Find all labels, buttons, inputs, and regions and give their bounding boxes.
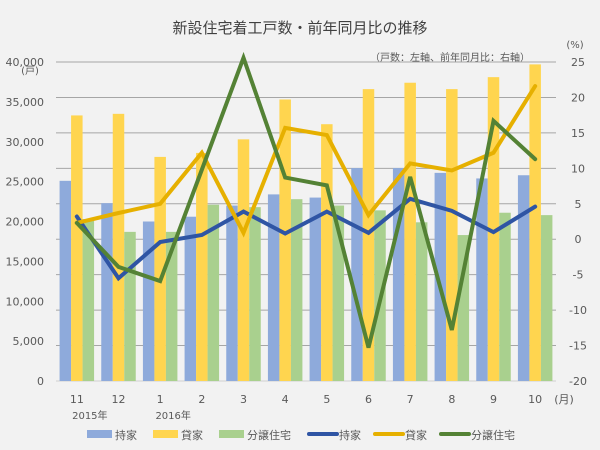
bar-分譲住宅 [540,215,553,381]
x-tick-label: 11 [70,393,84,406]
right-axis-unit: (%) [566,40,583,51]
legend-swatch-bar [153,430,178,438]
right-tick-label: -10 [569,304,587,317]
legend-swatch-bar [219,430,244,438]
x-tick-label: 8 [448,393,455,406]
bar-分譲住宅 [457,235,470,381]
bar-分譲住宅 [332,205,345,381]
right-tick-label: 5 [575,198,582,211]
x-tick-label: 3 [240,393,247,406]
right-tick-label: 25 [571,56,585,69]
right-tick-label: 10 [571,162,585,175]
legend-label: 分譲住宅 [471,428,515,442]
bar-貸家 [321,124,333,381]
right-tick-label: -5 [573,269,584,282]
bar-貸家 [196,152,208,381]
right-tick-label: -20 [569,375,587,388]
bar-持家 [351,168,363,381]
bar-貸家 [279,99,291,382]
legend-label: 貸家 [181,428,203,442]
bar-分譲住宅 [290,199,303,381]
x-tick-label: 7 [407,393,414,406]
legend-swatch-bar [87,430,112,438]
left-tick-label: 35,000 [6,96,45,109]
left-tick-label: 30,000 [6,136,45,149]
bar-貸家 [404,82,416,382]
bar-分譲住宅 [415,222,428,381]
bar-持家 [101,203,113,381]
bar-持家 [434,172,447,381]
legend-label: 持家 [115,428,137,442]
bar-持家 [517,175,530,381]
x-tick-label: 1 [157,393,164,406]
chart-subtitle: （戸数：左軸、前年同月比：右軸） [370,51,530,64]
bar-分譲住宅 [207,204,220,381]
bar-貸家 [154,156,166,381]
bar-持家 [226,205,238,381]
right-tick-label: -15 [569,340,587,353]
line-貸家 [74,84,538,238]
bar-貸家 [529,64,541,381]
bar-持家 [476,178,488,381]
legend-label: 持家 [339,428,361,442]
x-tick-label: 10 [528,393,542,406]
right-tick-label: 15 [571,127,585,140]
x-tick-label: 9 [490,393,497,406]
x-tick-label: 12 [112,393,126,406]
left-tick-label: 40,000 [6,56,45,69]
x-tick-label: 4 [282,393,289,406]
x-tick-label: 6 [365,393,372,406]
bar-分譲住宅 [165,231,178,381]
left-tick-label: 20,000 [6,216,45,229]
bar-持家 [267,194,280,381]
line-分譲住宅 [74,51,538,349]
bar-貸家 [71,115,83,382]
bar-持家 [142,221,155,381]
bar-分譲住宅 [499,212,511,381]
left-axis-unit: (戸) [21,65,39,77]
bar-分譲住宅 [249,207,261,381]
year-label: 2015年 [72,409,107,422]
right-tick-label: 0 [575,233,582,246]
legend-label: 分譲住宅 [247,428,291,442]
left-tick-label: 0 [37,375,44,388]
left-tick-label: 25,000 [6,176,45,189]
bar-貸家 [446,89,458,382]
bar-持家 [184,216,197,381]
left-tick-label: 15,000 [6,255,45,268]
x-tick-label: 2 [198,393,205,406]
bar-貸家 [487,77,500,381]
left-tick-label: 5,000 [13,335,45,348]
bar-持家 [59,180,72,381]
legend-label: 貸家 [405,428,427,442]
bar-貸家 [112,113,125,382]
line-持家 [74,196,538,282]
bar-持家 [309,197,322,381]
left-tick-label: 10,000 [6,295,45,308]
chart-title: 新設住宅着工戸数・前年同月比の推移 [172,19,427,37]
bar-分譲住宅 [124,231,136,381]
right-tick-label: 20 [571,91,585,104]
bar-分譲住宅 [82,219,95,381]
x-axis-unit: (月) [554,393,574,406]
x-tick-label: 5 [323,393,330,406]
bar-貸家 [237,139,250,381]
bar-持家 [392,168,405,381]
year-label: 2016年 [155,409,190,422]
